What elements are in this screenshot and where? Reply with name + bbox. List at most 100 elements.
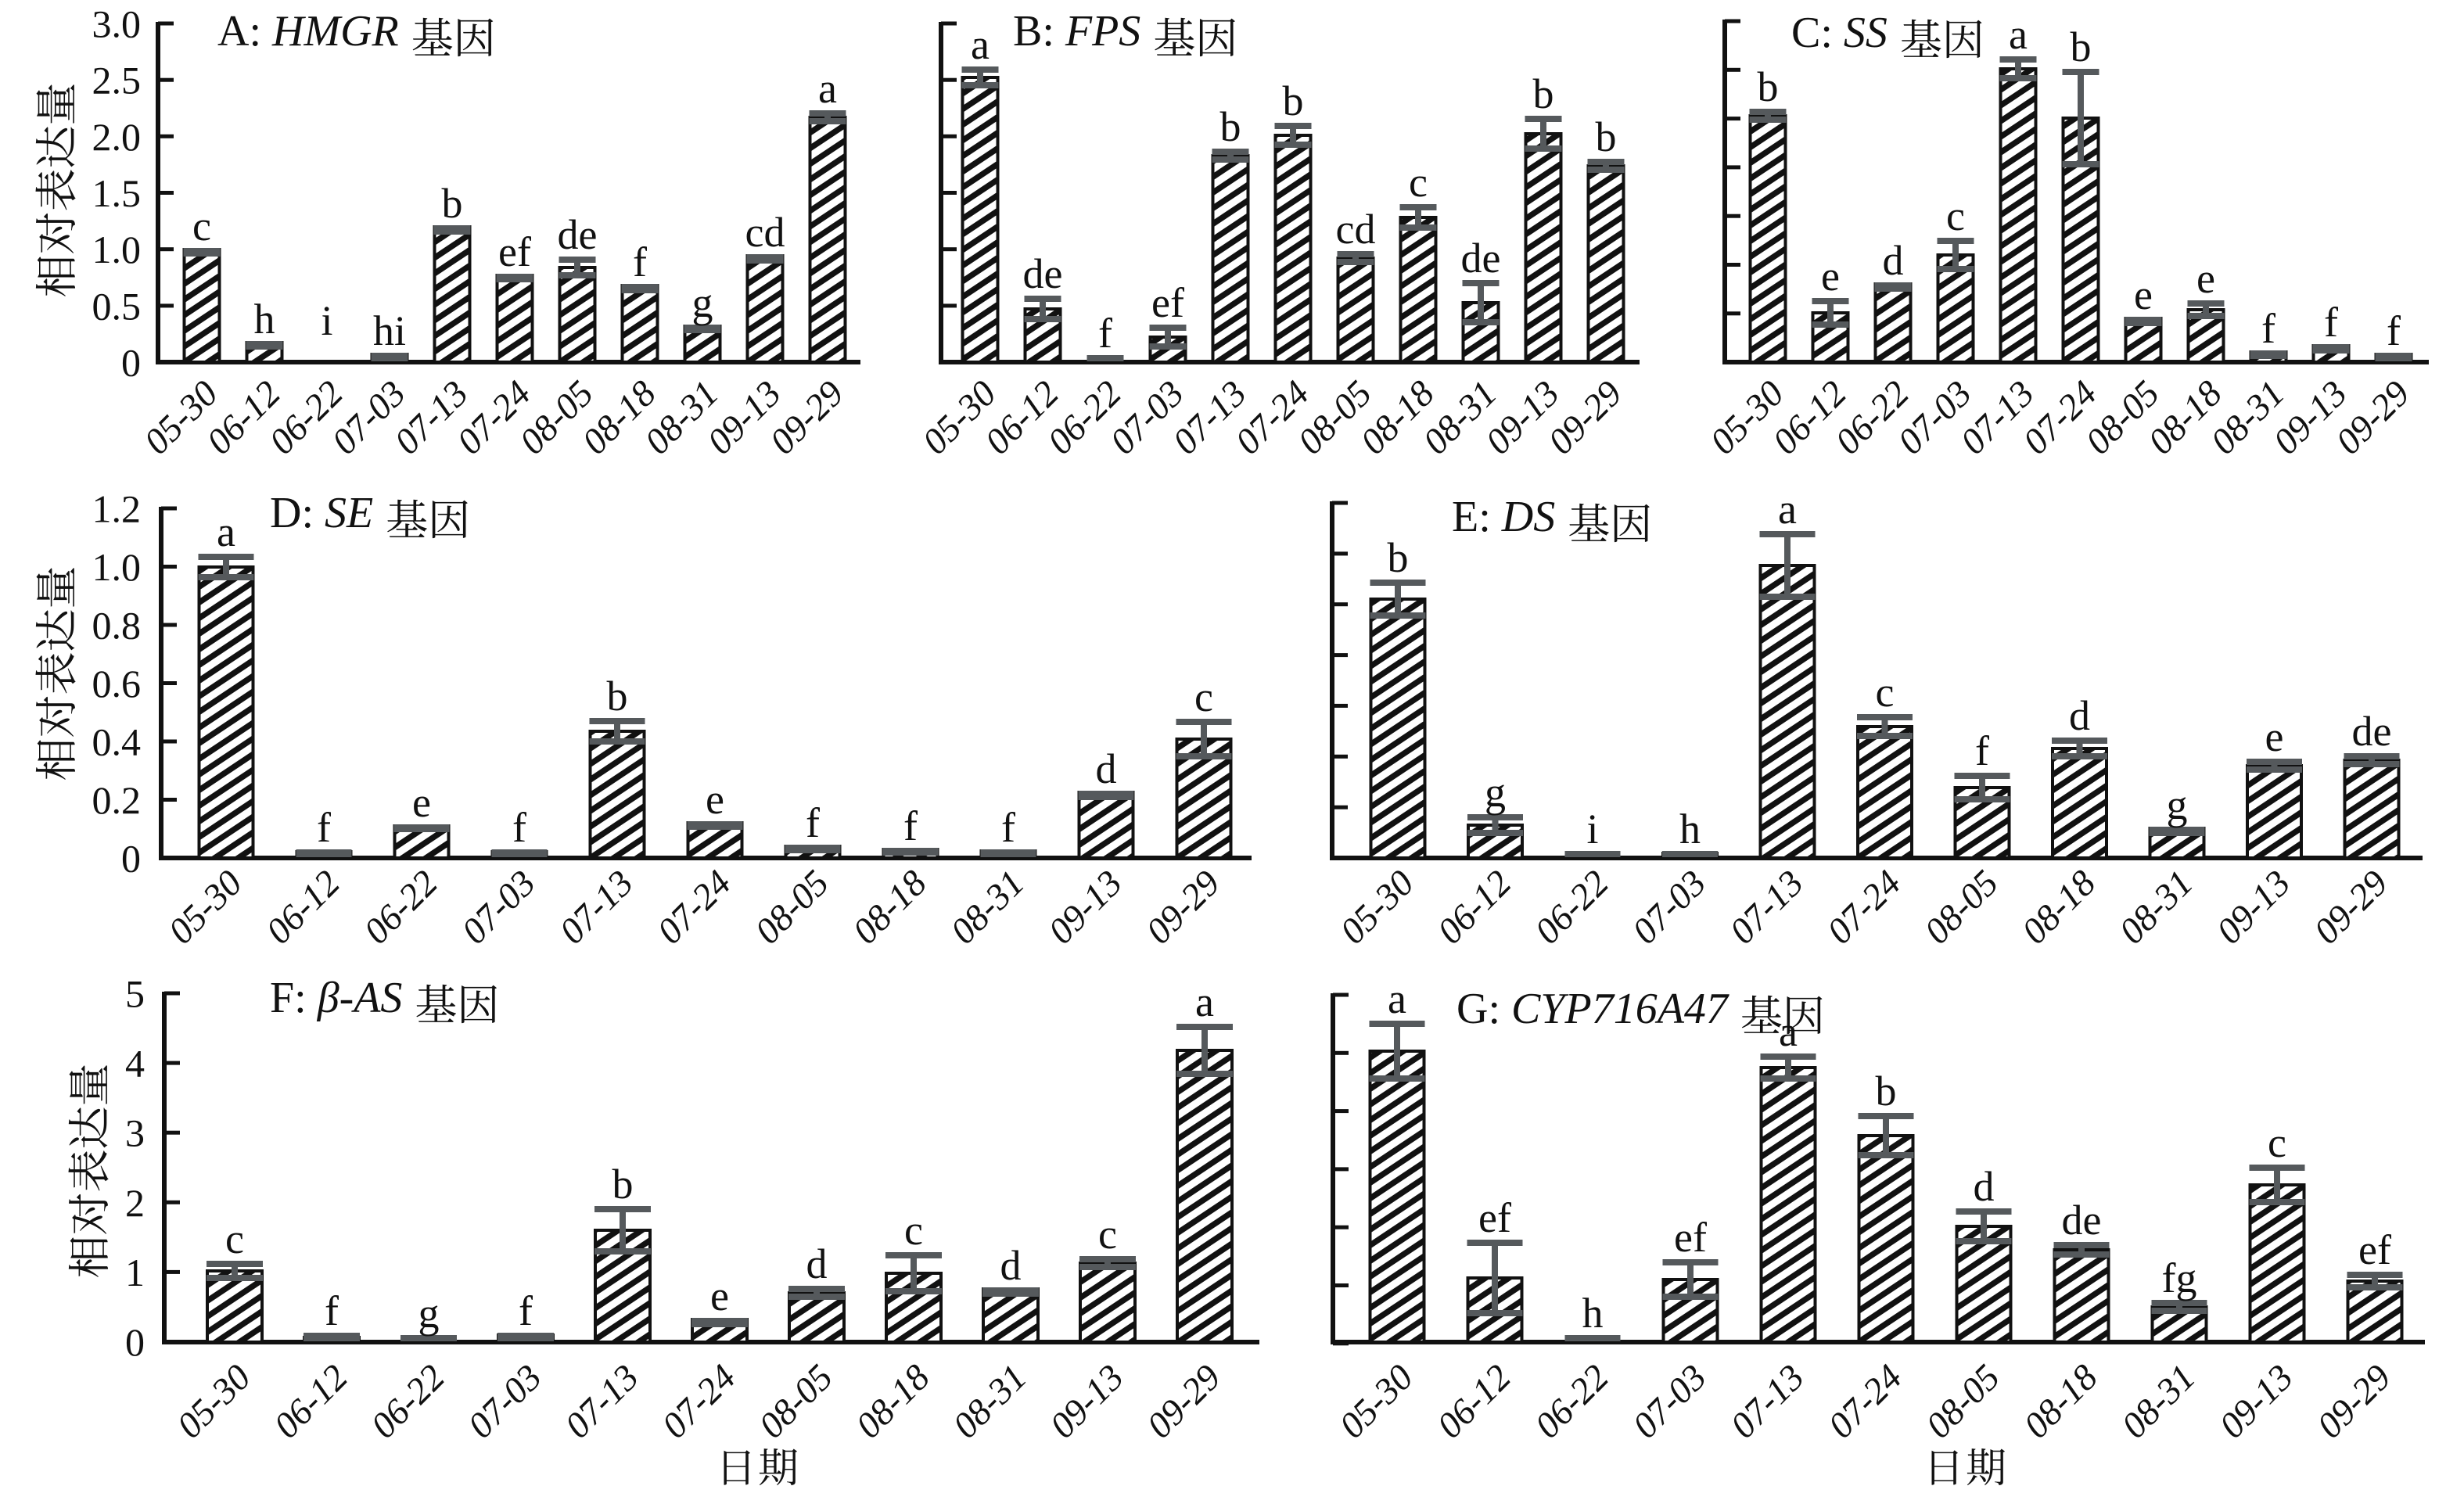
svg-text:ef: ef <box>498 228 531 275</box>
svg-text:c: c <box>225 1215 244 1262</box>
svg-text:β-AS: β-AS <box>317 974 403 1022</box>
svg-text:0.8: 0.8 <box>92 604 142 648</box>
svg-text:c: c <box>1194 673 1213 720</box>
svg-text:D:: D: <box>270 489 314 537</box>
svg-text:4: 4 <box>125 1042 145 1086</box>
svg-text:B:: B: <box>1013 7 1054 56</box>
svg-text:1.0: 1.0 <box>92 228 142 271</box>
svg-text:de: de <box>1023 250 1063 297</box>
svg-text:b: b <box>607 673 628 720</box>
svg-text:5: 5 <box>125 972 145 1016</box>
svg-text:f: f <box>1975 727 1989 774</box>
svg-text:d: d <box>1974 1163 1995 1210</box>
svg-text:h: h <box>1679 806 1701 852</box>
svg-text:de: de <box>1461 235 1501 282</box>
svg-text:1.5: 1.5 <box>92 171 142 215</box>
svg-text:e: e <box>412 779 431 826</box>
svg-text:c: c <box>1098 1211 1117 1258</box>
svg-text:F:: F: <box>270 974 307 1022</box>
svg-text:SS: SS <box>1844 9 1888 57</box>
svg-text:a: a <box>1778 486 1797 533</box>
svg-text:c: c <box>2268 1119 2286 1166</box>
svg-text:b: b <box>1220 103 1241 150</box>
svg-text:e: e <box>706 776 724 823</box>
svg-text:b: b <box>612 1161 634 1208</box>
svg-text:c: c <box>1409 159 1428 206</box>
svg-text:f: f <box>2324 299 2338 346</box>
svg-text:c: c <box>1876 669 1895 716</box>
svg-text:c: c <box>1946 192 1965 239</box>
svg-text:de: de <box>2352 708 2392 755</box>
svg-text:de: de <box>558 211 598 258</box>
svg-text:0.4: 0.4 <box>92 720 142 764</box>
svg-text:f: f <box>512 804 526 851</box>
svg-text:E:: E: <box>1452 493 1491 541</box>
svg-text:2.5: 2.5 <box>92 59 142 102</box>
svg-text:f: f <box>2261 305 2275 352</box>
svg-text:fg: fg <box>2162 1254 2197 1301</box>
svg-text:HMGR: HMGR <box>271 7 399 56</box>
svg-text:b: b <box>1876 1068 1897 1114</box>
svg-text:f: f <box>2387 307 2401 354</box>
svg-text:1: 1 <box>125 1251 145 1294</box>
svg-text:ef: ef <box>2358 1226 2391 1273</box>
svg-text:SE: SE <box>325 489 373 537</box>
svg-text:a: a <box>1388 975 1406 1022</box>
svg-text:0.2: 0.2 <box>92 778 142 822</box>
svg-text:FPS: FPS <box>1065 7 1140 56</box>
svg-text:3: 3 <box>125 1111 145 1155</box>
svg-text:b: b <box>1758 63 1779 110</box>
svg-text:a: a <box>2009 11 2028 58</box>
svg-text:2.0: 2.0 <box>92 115 142 159</box>
svg-text:0.6: 0.6 <box>92 662 142 705</box>
svg-text:G:: G: <box>1456 985 1500 1033</box>
svg-text:b: b <box>1283 77 1304 124</box>
svg-text:c: c <box>904 1207 923 1254</box>
svg-text:3.0: 3.0 <box>92 2 142 46</box>
svg-text:ef: ef <box>1674 1214 1707 1261</box>
svg-text:b: b <box>1596 113 1617 160</box>
svg-text:i: i <box>1586 806 1598 852</box>
svg-text:0: 0 <box>121 837 141 881</box>
svg-text:1.2: 1.2 <box>92 487 142 531</box>
svg-text:CYP716A47: CYP716A47 <box>1511 985 1729 1033</box>
svg-text:b: b <box>1388 534 1409 581</box>
svg-text:b: b <box>2071 23 2092 70</box>
svg-text:cd: cd <box>1336 206 1376 253</box>
svg-text:d: d <box>1096 745 1117 792</box>
svg-text:f: f <box>325 1287 339 1334</box>
svg-text:f: f <box>633 239 647 285</box>
svg-text:f: f <box>1098 310 1112 357</box>
svg-text:g: g <box>418 1290 440 1337</box>
svg-text:d: d <box>2069 692 2090 739</box>
svg-text:de: de <box>2062 1197 2102 1244</box>
svg-text:b: b <box>1533 70 1554 117</box>
svg-text:g: g <box>2167 781 2188 828</box>
svg-text:2: 2 <box>125 1181 145 1225</box>
svg-text:0.5: 0.5 <box>92 284 142 328</box>
svg-text:h: h <box>1582 1290 1604 1337</box>
svg-text:cd: cd <box>745 209 785 256</box>
svg-text:f: f <box>1001 804 1015 851</box>
svg-text:DS: DS <box>1501 493 1555 541</box>
svg-text:h: h <box>254 296 275 343</box>
svg-text:d: d <box>806 1240 828 1287</box>
svg-text:f: f <box>317 804 331 851</box>
svg-text:g: g <box>1485 769 1506 816</box>
svg-text:f: f <box>903 802 918 849</box>
svg-text:g: g <box>692 279 713 326</box>
svg-text:A:: A: <box>217 7 261 56</box>
svg-text:ef: ef <box>1151 279 1184 326</box>
svg-text:a: a <box>1195 978 1214 1025</box>
svg-text:d: d <box>1883 237 1904 284</box>
svg-text:hi: hi <box>373 307 406 354</box>
svg-text:b: b <box>442 180 463 227</box>
svg-text:f: f <box>806 799 820 846</box>
svg-text:ef: ef <box>1478 1194 1511 1241</box>
svg-text:0: 0 <box>121 341 141 385</box>
svg-text:e: e <box>2196 255 2215 302</box>
svg-text:e: e <box>2134 271 2153 318</box>
svg-text:a: a <box>818 65 837 112</box>
svg-text:a: a <box>217 508 235 555</box>
svg-text:i: i <box>321 297 332 344</box>
